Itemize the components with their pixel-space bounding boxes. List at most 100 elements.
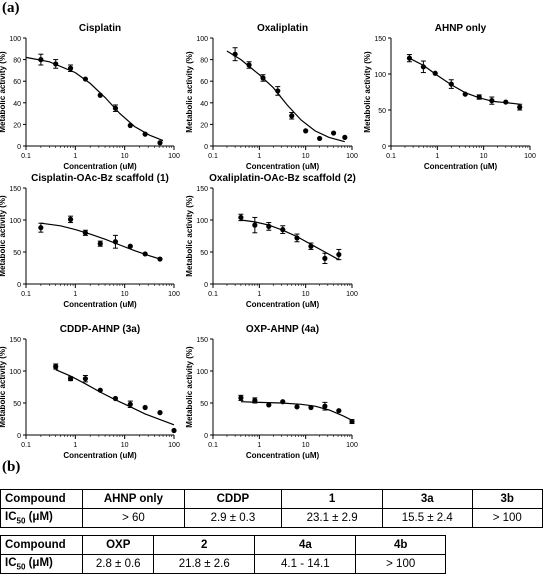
data-point — [67, 65, 74, 71]
table-row: IC50 (μM) 2.8 ± 0.6 21.8 ± 2.6 4.1 - 14.… — [0, 554, 446, 574]
fit-curve — [240, 401, 353, 421]
table-header-cell: Compound — [0, 535, 84, 555]
y-tick-label: 0 — [17, 144, 21, 151]
ic-unit: (μM) — [25, 510, 53, 523]
x-axis-label: Concentration (uM) — [246, 300, 320, 309]
data-point — [294, 404, 300, 410]
x-tick-label: 100 — [346, 291, 358, 298]
table-header-cell: 3a — [382, 489, 473, 509]
data-point — [238, 214, 244, 221]
y-tick-label: 60 — [200, 79, 208, 86]
x-tick-label: 0.1 — [21, 442, 31, 449]
data-point — [38, 57, 44, 63]
y-tick-label: 0 — [382, 144, 386, 151]
fit-curve — [226, 50, 345, 143]
x-tick-label: 0.1 — [208, 442, 218, 449]
table-cell: 21.8 ± 2.6 — [153, 554, 256, 574]
panel-label-a: (a) — [2, 0, 20, 16]
data-point — [260, 75, 266, 81]
data-point — [246, 62, 252, 68]
table-header-cell: 4b — [355, 535, 446, 555]
x-tick-label: 0.1 — [208, 153, 218, 160]
y-tick-label: 60 — [13, 79, 21, 86]
table-header-cell: OXP — [82, 535, 155, 555]
data-point — [112, 105, 119, 111]
x-tick-label: 1 — [73, 291, 77, 298]
data-point — [82, 76, 89, 82]
data-point — [127, 401, 133, 407]
y-tick-label: 100 — [9, 36, 21, 43]
data-point — [275, 88, 281, 94]
data-point — [157, 410, 163, 416]
x-tick-label: 100 — [346, 442, 358, 449]
data-point — [252, 222, 258, 228]
panel-label-b: (b) — [2, 459, 21, 475]
chart-title: Oxaliplatin-OAc-Bz scaffold (2) — [209, 173, 356, 184]
y-axis-label: Metabolic activity (%) — [0, 195, 7, 277]
x-axis-label: Concentration (uM) — [63, 162, 137, 171]
table-header-cell: 1 — [281, 489, 384, 509]
data-point — [142, 404, 148, 411]
y-tick-label: 80 — [200, 58, 208, 65]
table-cell: 23.1 ± 2.9 — [281, 508, 384, 528]
data-point — [462, 91, 468, 97]
y-tick-label: 20 — [13, 122, 21, 129]
chart-title: Cisplatin — [79, 23, 121, 34]
x-tick-label: 10 — [121, 442, 129, 449]
y-tick-label: 100 — [196, 36, 208, 43]
fit-curve — [25, 56, 164, 142]
table-cell: 4.1 - 14.1 — [254, 554, 357, 574]
fit-curve — [409, 57, 520, 105]
y-tick-label: 0 — [17, 282, 21, 289]
data-point — [280, 399, 286, 405]
x-tick-label: 100 — [168, 442, 180, 449]
data-point — [266, 223, 272, 229]
data-point — [38, 225, 44, 231]
x-tick-label: 0.1 — [21, 153, 31, 160]
data-point — [503, 99, 509, 105]
y-axis-label: Metabolic activity (%) — [185, 51, 194, 133]
data-point — [67, 376, 74, 382]
y-tick-label: 20 — [200, 122, 208, 129]
x-tick-label: 100 — [524, 153, 536, 160]
x-tick-label: 10 — [302, 291, 310, 298]
data-point — [127, 243, 133, 249]
table-row: IC50 (μM) > 60 2.9 ± 0.3 23.1 ± 2.9 15.5… — [0, 508, 543, 528]
y-tick-label: 0 — [204, 433, 208, 440]
data-point — [157, 140, 163, 146]
x-tick-label: 1 — [257, 153, 261, 160]
data-point — [127, 122, 133, 129]
y-tick-label: 50 — [13, 250, 21, 257]
x-tick-label: 100 — [346, 153, 358, 160]
data-point — [308, 243, 314, 249]
data-point — [349, 418, 355, 425]
y-tick-label: 80 — [13, 58, 21, 65]
table-header-cell: AHNP only — [82, 489, 185, 509]
data-point — [322, 403, 328, 409]
x-tick-label: 1 — [73, 153, 77, 160]
data-point — [157, 256, 163, 262]
row-label-ic50: IC50 (μM) — [0, 554, 84, 574]
y-axis-label: Metabolic activity (%) — [185, 195, 194, 277]
data-point — [82, 230, 89, 236]
y-tick-label: 150 — [9, 337, 21, 344]
x-tick-label: 10 — [302, 153, 310, 160]
x-axis-label: Concentration (uM) — [63, 300, 137, 309]
x-tick-label: 100 — [168, 291, 180, 298]
y-tick-label: 100 — [9, 369, 21, 376]
y-tick-label: 40 — [13, 101, 21, 108]
ic50-table-1: Compound AHNP only CDDP 1 3a 3b IC50 (μM… — [0, 489, 543, 528]
fit-curve — [240, 219, 340, 261]
data-point — [336, 408, 342, 414]
data-point — [489, 98, 495, 104]
x-tick-label: 1 — [435, 153, 439, 160]
data-point — [232, 51, 238, 57]
data-point — [406, 55, 413, 61]
data-point — [517, 104, 523, 110]
data-point — [322, 255, 328, 261]
x-tick-label: 1 — [73, 442, 77, 449]
data-point — [171, 427, 177, 434]
data-point — [53, 61, 59, 67]
table-header-row: Compound OXP 2 4a 4b — [0, 535, 446, 555]
